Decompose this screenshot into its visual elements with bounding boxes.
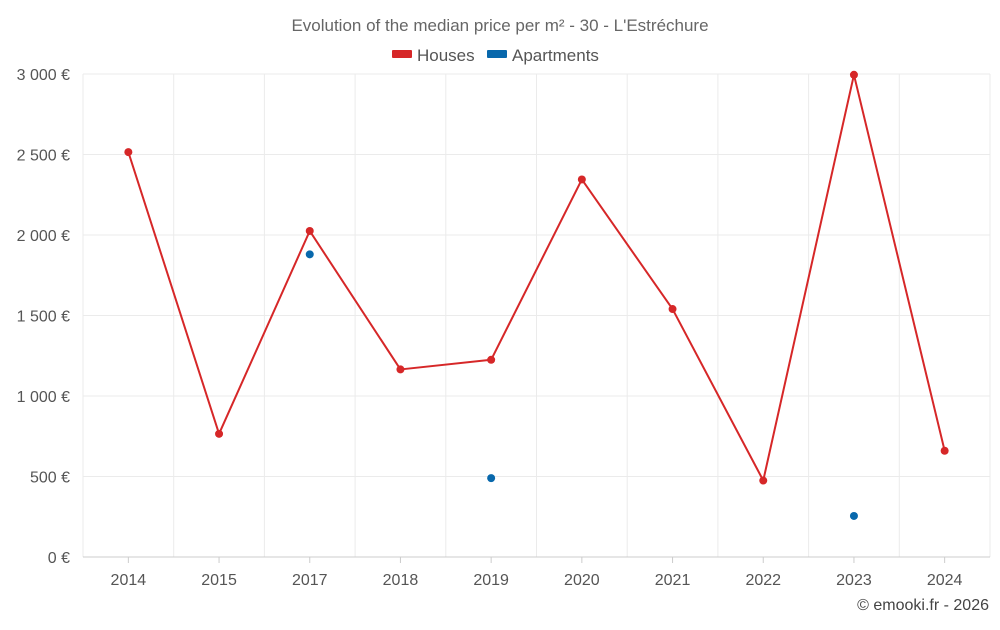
data-point-apartments[interactable] [849,511,858,520]
x-tick-label: 2019 [473,572,509,589]
x-tick-label: 2018 [383,572,419,589]
y-axis-ticks: 0 € 500 € 1 000 € 1 500 € 2 000 € 2 500 € 3 00… [17,67,70,567]
data-point-houses[interactable] [396,365,405,374]
x-tick-label: 2014 [111,572,147,589]
x-tick-label: 2024 [927,572,963,589]
legend-item-apartments[interactable]: Apartments [487,46,599,65]
legend-label-apartments: Apartments [512,46,599,65]
data-point-houses[interactable] [124,148,133,157]
data-point-houses[interactable] [940,446,949,455]
data-point-apartments[interactable] [487,474,496,483]
y-tick-label: 0 € [48,550,70,567]
series-apartments [305,250,858,520]
data-point-houses[interactable] [305,226,314,235]
grid [82,73,991,557]
data-point-houses[interactable] [577,175,586,184]
x-tick-label: 2015 [201,572,237,589]
series-layer [124,70,949,520]
x-tick-label: 2017 [292,572,328,589]
data-point-houses[interactable] [487,355,496,364]
x-tick-label: 2023 [836,572,872,589]
x-tick-label: 2022 [745,572,781,589]
legend-item-houses[interactable]: Houses [392,46,475,65]
data-point-houses[interactable] [215,429,224,438]
legend: Houses Apartments [392,46,599,65]
y-tick-label: 2 000 € [17,228,70,245]
x-axis-ticks: 2014 2015 2017 2018 2019 2020 2021 2022 2023 2024 [83,556,990,589]
series-houses [124,70,949,485]
y-tick-label: 3 000 € [17,67,70,84]
data-point-apartments[interactable] [305,250,314,259]
data-point-houses[interactable] [668,305,677,314]
legend-label-houses: Houses [417,46,475,65]
y-tick-label: 500 € [30,470,70,487]
y-tick-label: 2 500 € [17,148,70,165]
y-tick-label: 1 000 € [17,389,70,406]
chart-credit: © emooki.fr - 2026 [857,597,989,614]
legend-swatch-apartments [487,50,507,58]
x-tick-label: 2021 [655,572,691,589]
chart-title: Evolution of the median price per m² - 3… [291,16,708,35]
data-point-houses[interactable] [759,476,768,485]
data-point-houses[interactable] [849,70,858,79]
series-line-houses [127,73,946,482]
x-tick-label: 2020 [564,572,600,589]
y-tick-label: 1 500 € [17,309,70,326]
legend-swatch-houses [392,50,412,58]
